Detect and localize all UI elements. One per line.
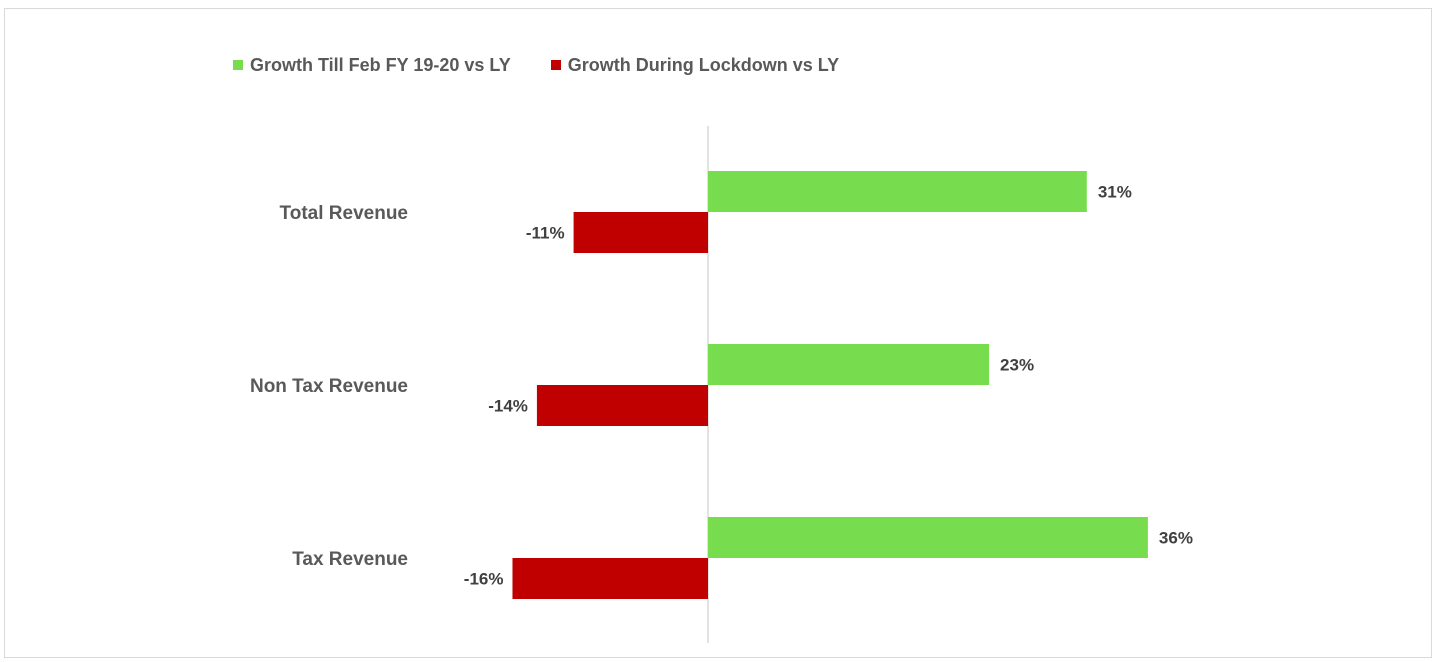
legend-label-series-2: Growth During Lockdown vs LY — [567, 54, 840, 75]
bar-growth-till-feb — [708, 344, 990, 385]
category-label: Non Tax Revenue — [250, 376, 408, 397]
data-label: 31% — [1098, 183, 1132, 202]
data-label: -14% — [488, 397, 528, 416]
data-label: -16% — [464, 570, 504, 589]
legend-swatch-series-1 — [233, 60, 243, 70]
data-label: -11% — [526, 224, 565, 243]
category-label: Total Revenue — [280, 203, 408, 224]
bar-growth-till-feb — [708, 517, 1148, 558]
bar-growth-lockdown — [512, 558, 708, 599]
bar-growth-lockdown — [573, 212, 708, 253]
legend: Growth Till Feb FY 19-20 vs LY Growth Du… — [233, 53, 879, 77]
data-label: 23% — [1000, 356, 1034, 375]
bar-growth-till-feb — [708, 171, 1087, 212]
legend-item-series-1: Growth Till Feb FY 19-20 vs LY — [233, 55, 511, 76]
legend-item-series-2: Growth During Lockdown vs LY — [550, 54, 840, 76]
legend-label-series-1: Growth Till Feb FY 19-20 vs LY — [250, 54, 511, 75]
legend-swatch-series-2 — [550, 60, 561, 70]
bar-growth-lockdown — [536, 385, 708, 426]
data-label: 36% — [1159, 529, 1193, 548]
category-label: Tax Revenue — [292, 549, 408, 570]
